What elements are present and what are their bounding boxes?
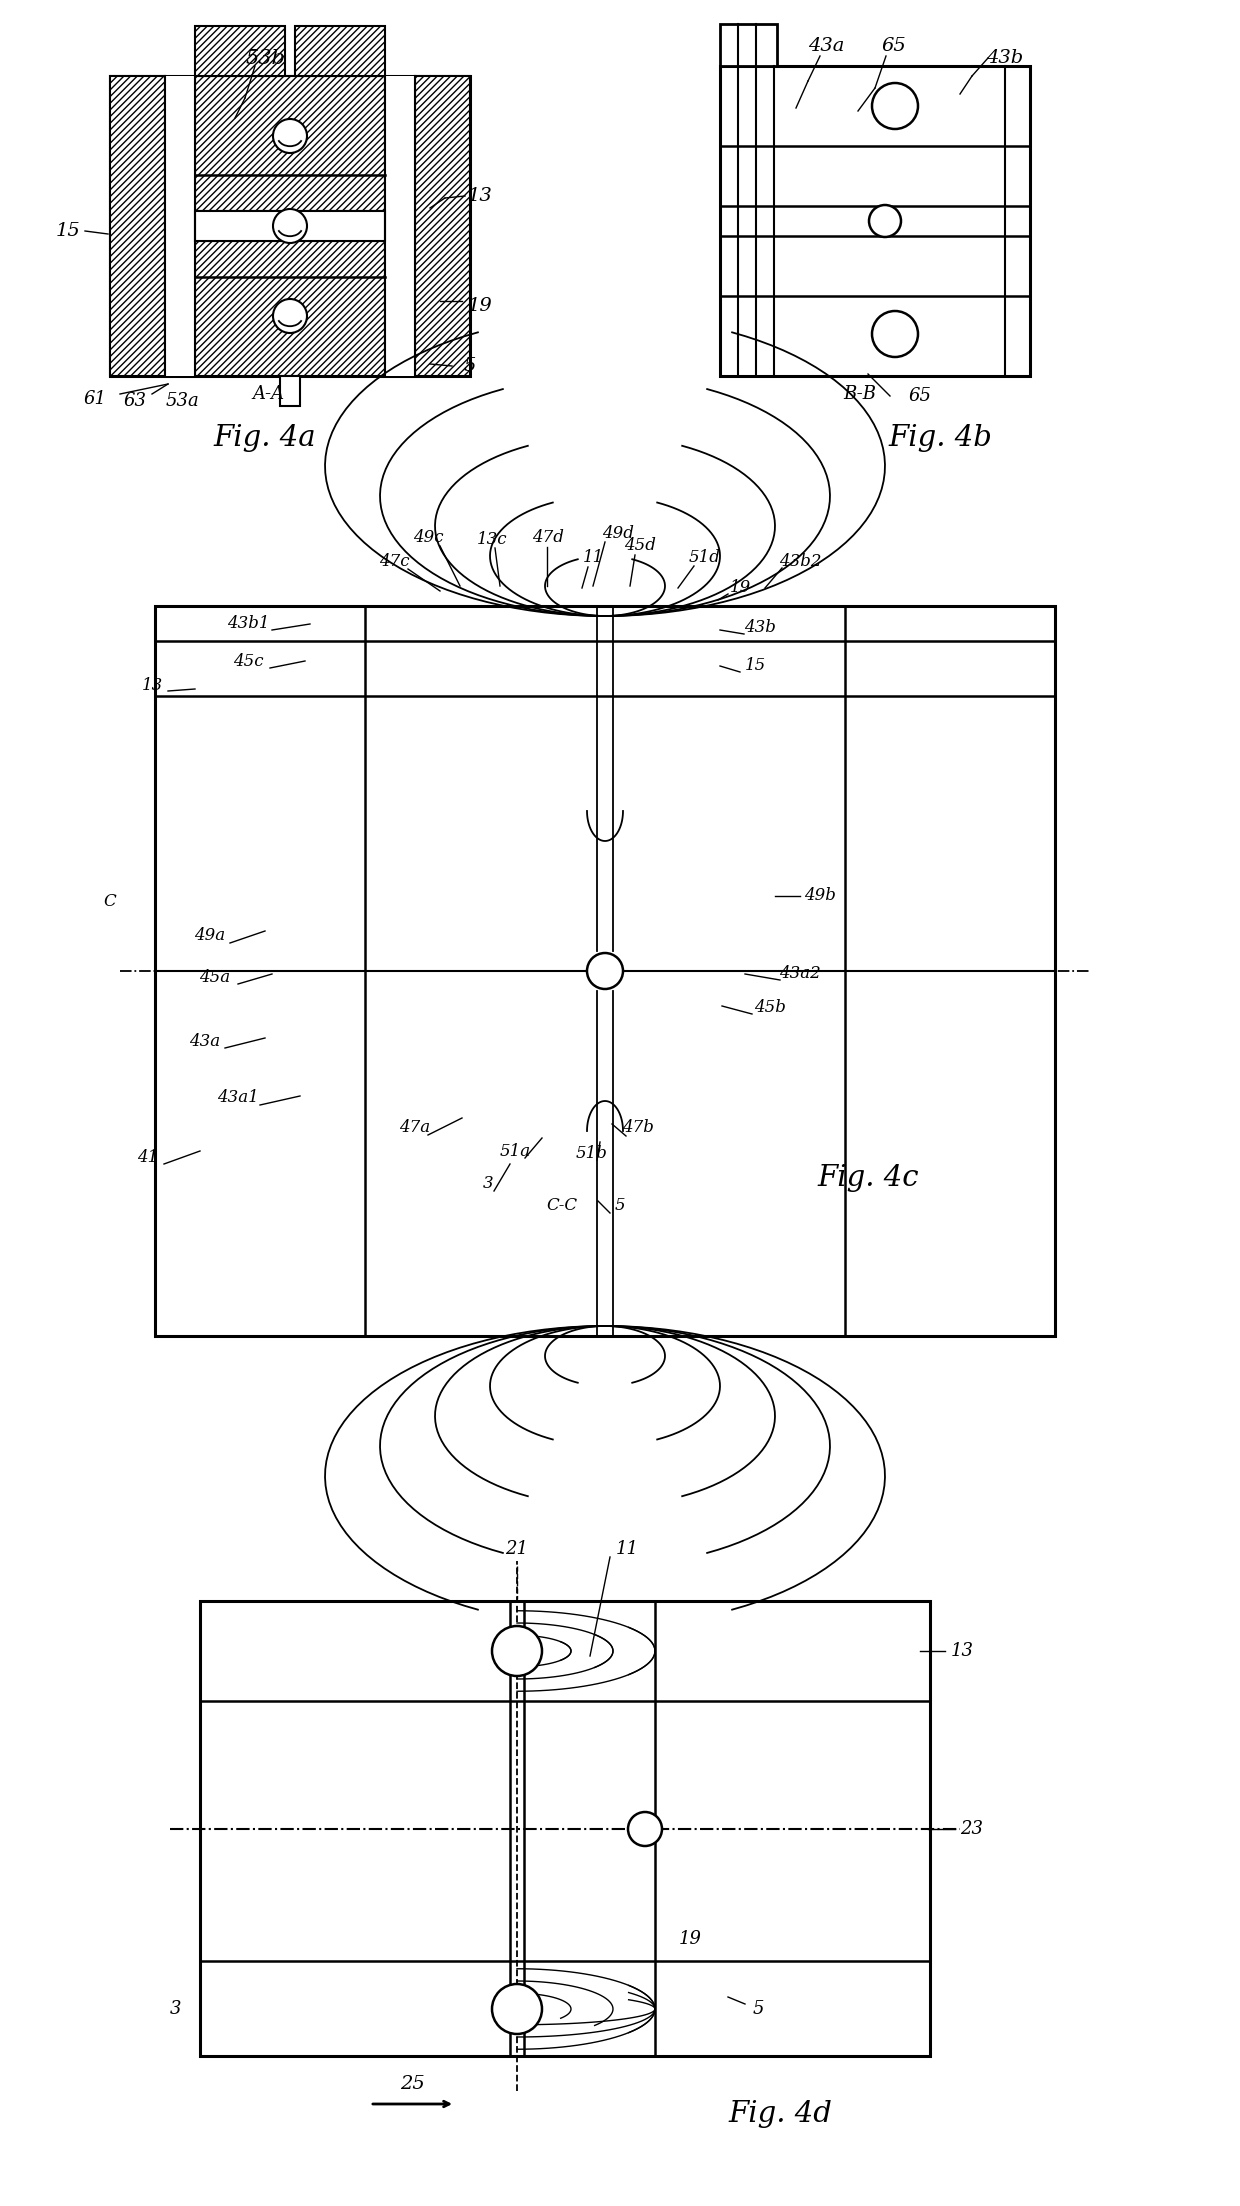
Text: 5: 5: [464, 357, 476, 375]
Text: 51d: 51d: [689, 549, 720, 567]
Text: 43a: 43a: [190, 1032, 221, 1050]
Text: 47c: 47c: [378, 552, 409, 569]
Circle shape: [872, 311, 918, 357]
Text: 49b: 49b: [804, 887, 836, 904]
Circle shape: [869, 205, 901, 236]
Text: 63: 63: [124, 393, 146, 410]
Text: 43b2: 43b2: [779, 552, 821, 569]
Text: 51a: 51a: [500, 1143, 531, 1160]
Text: 45a: 45a: [200, 968, 231, 986]
Text: 43a1: 43a1: [217, 1090, 259, 1107]
Text: A-A: A-A: [252, 386, 284, 404]
Bar: [200, 1602, 930, 2056]
Text: 43a: 43a: [807, 38, 844, 55]
Text: 53b: 53b: [246, 49, 285, 68]
Text: 43a2: 43a2: [779, 966, 821, 982]
Text: 61: 61: [83, 390, 107, 408]
Text: 19: 19: [467, 298, 492, 315]
Bar: [280, 375, 300, 406]
Bar: [165, 75, 195, 375]
Text: 25: 25: [399, 2076, 424, 2093]
Text: 15: 15: [56, 223, 81, 240]
Text: 45d: 45d: [624, 538, 656, 554]
Text: 19: 19: [678, 1930, 702, 1948]
Text: Fig. 4b: Fig. 4b: [888, 424, 992, 452]
Bar: [720, 24, 777, 66]
Bar: [195, 212, 384, 240]
Text: 13c: 13c: [476, 532, 507, 549]
Bar: [195, 26, 285, 75]
Text: 47b: 47b: [622, 1118, 653, 1136]
Text: 5: 5: [615, 1198, 625, 1216]
Text: 3: 3: [482, 1176, 494, 1193]
Text: C-C: C-C: [547, 1198, 578, 1216]
Text: 45b: 45b: [754, 999, 786, 1017]
Text: 15: 15: [744, 657, 765, 675]
Text: 13: 13: [141, 677, 162, 695]
Text: 49c: 49c: [413, 529, 443, 547]
Text: 45c: 45c: [233, 653, 263, 668]
Text: Fig. 4a: Fig. 4a: [213, 424, 316, 452]
Text: C: C: [104, 893, 117, 909]
Circle shape: [627, 1811, 662, 1846]
Bar: [195, 240, 384, 375]
Text: 49d: 49d: [603, 525, 634, 543]
Circle shape: [587, 953, 622, 988]
Text: 13: 13: [467, 188, 492, 205]
Bar: [295, 26, 384, 75]
Text: Fig. 4d: Fig. 4d: [728, 2100, 832, 2129]
Bar: [195, 75, 384, 212]
Bar: [110, 75, 470, 375]
Text: 3: 3: [170, 2001, 182, 2018]
Text: 49a: 49a: [195, 927, 226, 944]
Text: 23: 23: [961, 1820, 983, 1838]
Text: 43b1: 43b1: [227, 615, 269, 633]
Text: Fig. 4c: Fig. 4c: [817, 1165, 919, 1191]
Text: 65: 65: [909, 386, 931, 406]
Text: 5: 5: [753, 2001, 764, 2018]
Circle shape: [273, 300, 308, 333]
Text: B-B: B-B: [843, 386, 877, 404]
Text: 47a: 47a: [399, 1118, 430, 1136]
Text: 53a: 53a: [165, 393, 198, 410]
Text: 11: 11: [615, 1540, 639, 1557]
Text: 65: 65: [882, 38, 906, 55]
Circle shape: [492, 1626, 542, 1677]
Text: 13: 13: [951, 1641, 973, 1659]
Circle shape: [273, 119, 308, 152]
Text: 43b: 43b: [744, 620, 776, 638]
Bar: [415, 75, 470, 375]
Bar: [110, 75, 165, 375]
Text: 21: 21: [506, 1540, 528, 1557]
Text: 19: 19: [729, 580, 750, 596]
Circle shape: [492, 1983, 542, 2034]
Text: 43b: 43b: [986, 49, 1024, 66]
Text: 41: 41: [138, 1149, 159, 1167]
Text: 47d: 47d: [532, 529, 564, 547]
Circle shape: [273, 210, 308, 243]
Text: 51b: 51b: [577, 1145, 608, 1163]
Bar: [384, 75, 415, 375]
Circle shape: [872, 84, 918, 128]
Bar: [720, 66, 1030, 375]
Text: 11: 11: [583, 549, 604, 567]
Bar: [155, 607, 1055, 1337]
